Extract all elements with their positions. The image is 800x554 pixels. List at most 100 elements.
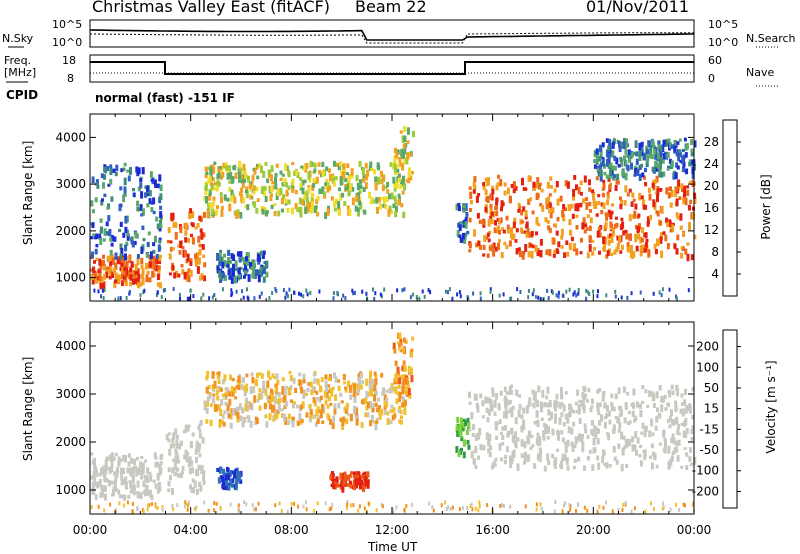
near-range-cell-1-77 [561, 509, 564, 514]
echo-cell-0-1-37 [126, 169, 130, 173]
near-range-cell-1-140 [617, 508, 620, 512]
echo-cell-0-7-303 [583, 229, 587, 234]
echo-cell-0-3-363 [253, 201, 257, 208]
echo-cell-0-7-65 [548, 249, 552, 257]
echo-cell-1-0-146 [140, 468, 144, 473]
echo-cell-1-7-180 [651, 396, 655, 402]
echo-cell-0-3-159 [270, 165, 274, 172]
near-range-cell-0-101 [498, 293, 501, 298]
echo-cell-1-7-32 [640, 431, 644, 435]
echo-cell-0-7-57 [591, 189, 595, 194]
echo-cell-0-2-6 [199, 228, 203, 233]
echo-cell-1-5-6 [398, 392, 402, 399]
echo-cell-0-7-306 [473, 175, 477, 183]
echo-cell-1-7-349 [593, 427, 597, 433]
echo-cell-0-7-246 [659, 220, 663, 226]
echo-cell-1-7-2 [668, 415, 672, 422]
echo-cell-0-7-452 [537, 182, 541, 190]
echo-cell-1-7-456 [511, 455, 514, 462]
echo-cell-0-7-62 [572, 194, 576, 201]
echo-cell-0-8-126 [638, 151, 642, 159]
echo-cell-0-8-82 [675, 162, 679, 168]
echo-cell-1-7-299 [507, 430, 510, 437]
echo-cell-1-2-49 [229, 413, 233, 420]
echo-cell-0-7-334 [577, 186, 581, 195]
echo-cell-1-7-52 [554, 457, 558, 464]
echo-cell-0-3-381 [208, 190, 212, 196]
echo-cell-1-5-33 [398, 343, 402, 347]
echo-cell-1-7-492 [503, 397, 507, 402]
echo-cell-1-2-368 [206, 401, 209, 407]
echo-cell-0-8-69 [645, 160, 649, 166]
echo-cell-1-2-388 [232, 408, 236, 416]
echo-cell-1-2-365 [340, 400, 344, 404]
echo-cell-1-2-148 [360, 422, 364, 428]
echo-cell-1-2-294 [352, 407, 356, 414]
echo-cell-0-1-116 [139, 177, 143, 183]
echo-cell-0-1-68 [152, 210, 156, 215]
echo-cell-1-7-185 [499, 390, 503, 396]
echo-cell-0-3-308 [213, 161, 217, 166]
near-range-cell-0-102 [117, 296, 120, 301]
param-panel-frame-0 [89, 19, 695, 48]
echo-cell-0-7-276 [520, 210, 524, 216]
echo-cell-0-3-114 [258, 163, 262, 168]
echo-cell-1-2-228 [315, 390, 319, 395]
echo-cell-0-6-18 [457, 202, 461, 207]
near-range-cell-0-115 [300, 292, 302, 297]
echo-cell-1-2-195 [318, 385, 322, 391]
echo-cell-0-3-309 [386, 181, 390, 188]
echo-cell-1-7-205 [581, 446, 585, 453]
echo-cell-1-7-288 [554, 413, 557, 420]
echo-cell-0-7-329 [468, 242, 472, 249]
near-range-cell-1-29 [447, 505, 450, 510]
echo-cell-1-2-351 [325, 386, 329, 392]
near-range-cell-0-104 [306, 292, 309, 297]
echo-cell-1-6-14 [462, 423, 466, 429]
near-range-cell-0-98 [527, 295, 530, 300]
echo-cell-0-3-310 [264, 196, 268, 202]
echo-cell-0-7-142 [647, 187, 651, 193]
echo-cell-0-3-379 [220, 210, 224, 217]
echo-cell-1-7-430 [501, 426, 505, 431]
echo-cell-0-8-46 [607, 157, 611, 165]
echo-cell-1-7-201 [597, 428, 600, 434]
echo-cell-0-2-30 [171, 262, 174, 267]
echo-cell-0-7-396 [584, 197, 588, 201]
echo-cell-0-7-222 [619, 250, 623, 254]
echo-cell-0-8-121 [640, 163, 644, 168]
near-range-cell-1-123 [274, 503, 277, 508]
echo-cell-0-4-24 [247, 274, 251, 282]
near-range-cell-0-96 [119, 296, 122, 301]
echo-cell-1-6-17 [466, 417, 470, 424]
near-range-cell-1-31 [440, 503, 443, 508]
echo-cell-0-4-50 [256, 269, 260, 274]
echo-cell-0-1-43 [141, 208, 145, 216]
echo-cell-1-2-33 [281, 386, 285, 394]
echo-cell-0-8-95 [666, 167, 670, 171]
echo-cell-1-2-143 [291, 416, 295, 422]
echo-cell-1-2-173 [211, 384, 215, 388]
echo-cell-1-7-187 [551, 428, 555, 436]
echo-cell-0-2-36 [202, 254, 206, 258]
echo-cell-1-7-396 [682, 430, 686, 438]
near-range-cell-0-128 [128, 290, 131, 294]
echo-cell-1-7-390 [633, 444, 637, 451]
echo-cell-1-7-271 [674, 400, 677, 405]
echo-cell-0-5-32 [402, 143, 406, 149]
echo-cell-0-3-142 [347, 175, 351, 183]
echo-cell-0-1-0 [110, 242, 114, 247]
echo-cell-0-7-377 [677, 179, 681, 187]
echo-cell-1-1-71 [188, 456, 192, 460]
echo-cell-0-7-170 [549, 185, 553, 189]
echo-cell-1-2-315 [249, 386, 253, 395]
echo-cell-0-3-30 [368, 191, 372, 199]
echo-cell-0-1-137 [103, 167, 107, 173]
echo-cell-1-2-394 [258, 388, 262, 393]
echo-cell-0-3-103 [285, 165, 289, 171]
echo-cell-0-1-51 [106, 206, 110, 210]
near-range-cell-1-87 [540, 506, 543, 511]
echo-cell-1-7-164 [559, 386, 563, 393]
echo-cell-0-3-345 [230, 177, 234, 184]
